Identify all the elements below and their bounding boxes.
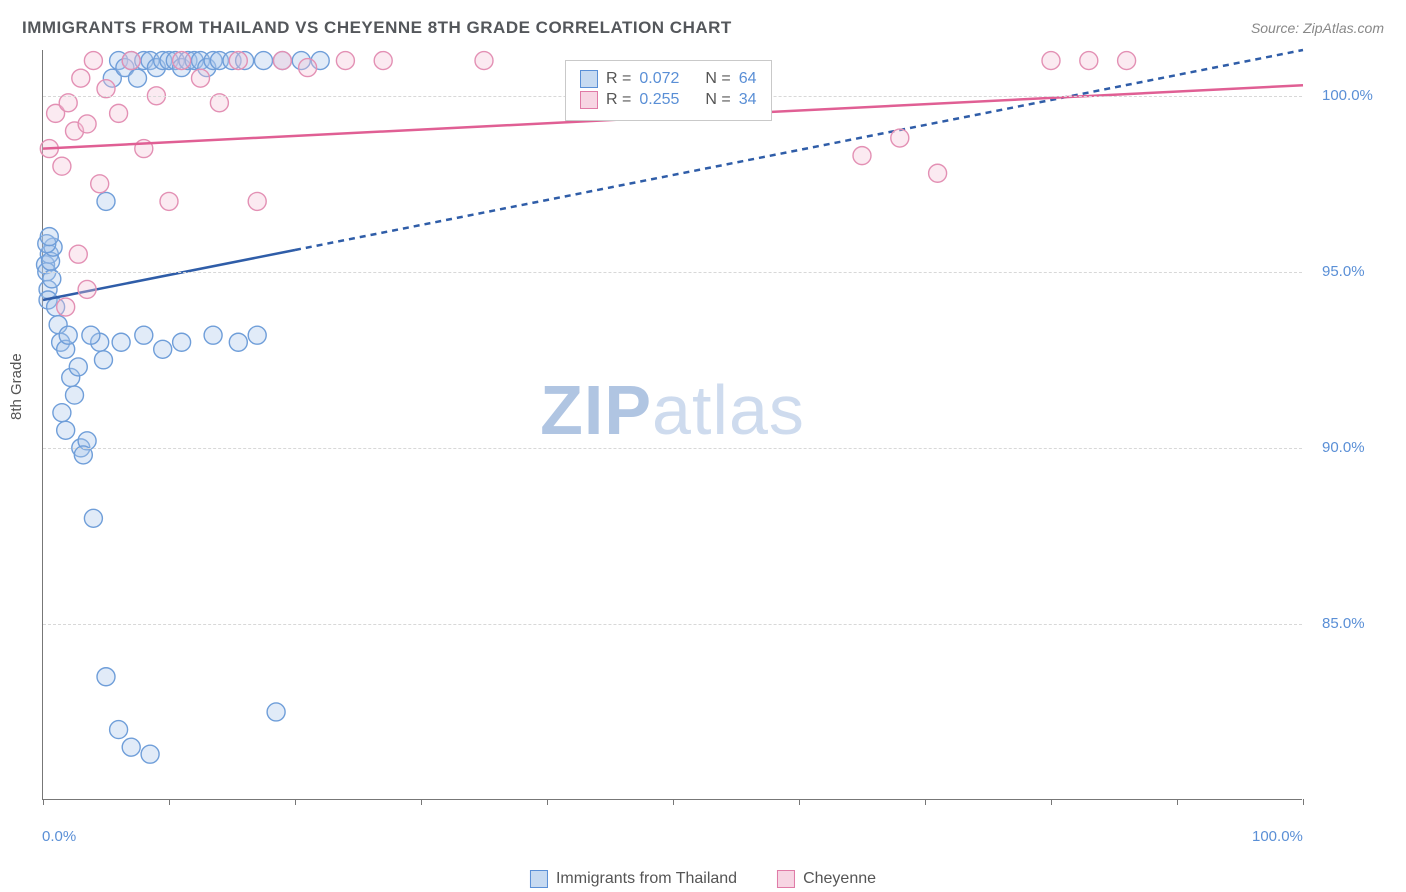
stats-legend-box: R = 0.072 N = 64 R = 0.255 N = 34 (565, 60, 772, 121)
data-point-cheyenne (853, 147, 871, 165)
data-point-thailand (122, 738, 140, 756)
data-point-cheyenne (53, 157, 71, 175)
data-point-cheyenne (84, 52, 102, 70)
data-point-thailand (204, 326, 222, 344)
data-point-cheyenne (122, 52, 140, 70)
data-point-thailand (59, 326, 77, 344)
stats-r-thailand: 0.072 (639, 70, 679, 88)
x-tick-mark (799, 799, 800, 805)
gridline-h (43, 448, 1302, 449)
data-point-cheyenne (1080, 52, 1098, 70)
data-point-cheyenne (336, 52, 354, 70)
data-point-thailand (97, 668, 115, 686)
legend-label-thailand: Immigrants from Thailand (556, 870, 737, 888)
data-point-cheyenne (273, 52, 291, 70)
data-point-thailand (69, 358, 87, 376)
stats-r-label: R = (606, 70, 631, 88)
x-tick-mark (547, 799, 548, 805)
data-point-thailand (129, 69, 147, 87)
swatch-thailand (580, 70, 598, 88)
data-point-thailand (84, 509, 102, 527)
data-point-thailand (112, 333, 130, 351)
y-tick-label: 90.0% (1322, 439, 1365, 456)
data-point-thailand (66, 386, 84, 404)
y-tick-label: 95.0% (1322, 263, 1365, 280)
data-point-thailand (255, 52, 273, 70)
x-tick-mark (1177, 799, 1178, 805)
x-tick-mark (673, 799, 674, 805)
data-point-cheyenne (374, 52, 392, 70)
data-point-thailand (53, 404, 71, 422)
data-point-thailand (267, 703, 285, 721)
legend-swatch-cheyenne (777, 870, 795, 888)
chart-title: IMMIGRANTS FROM THAILAND VS CHEYENNE 8TH… (22, 18, 732, 38)
data-point-cheyenne (248, 192, 266, 210)
data-point-cheyenne (57, 298, 75, 316)
y-tick-label: 100.0% (1322, 87, 1373, 104)
gridline-h (43, 624, 1302, 625)
x-tick-mark (1303, 799, 1304, 805)
stats-r-cheyenne: 0.255 (639, 91, 679, 109)
x-tick-mark (1051, 799, 1052, 805)
data-point-thailand (57, 421, 75, 439)
data-point-thailand (110, 721, 128, 739)
y-tick-label: 85.0% (1322, 615, 1365, 632)
data-point-cheyenne (69, 245, 87, 263)
data-point-cheyenne (1118, 52, 1136, 70)
x-tick-label: 0.0% (42, 828, 76, 845)
gridline-h (43, 272, 1302, 273)
x-tick-mark (43, 799, 44, 805)
data-point-thailand (173, 333, 191, 351)
legend-item-cheyenne: Cheyenne (777, 870, 876, 888)
x-tick-mark (295, 799, 296, 805)
data-point-cheyenne (173, 52, 191, 70)
data-point-thailand (97, 192, 115, 210)
data-point-cheyenne (110, 104, 128, 122)
trend-line-dash-thailand (295, 50, 1303, 250)
x-tick-mark (421, 799, 422, 805)
plot-area: ZIPatlas (42, 50, 1302, 800)
data-point-thailand (248, 326, 266, 344)
chart-svg (43, 50, 1302, 799)
y-axis-title: 8th Grade (8, 353, 25, 420)
legend-item-thailand: Immigrants from Thailand (530, 870, 737, 888)
data-point-cheyenne (78, 280, 96, 298)
data-point-cheyenne (891, 129, 909, 147)
legend-bottom: Immigrants from Thailand Cheyenne (530, 870, 876, 888)
data-point-thailand (135, 326, 153, 344)
stats-row-cheyenne: R = 0.255 N = 34 (580, 91, 757, 109)
data-point-cheyenne (929, 164, 947, 182)
data-point-thailand (154, 340, 172, 358)
data-point-thailand (94, 351, 112, 369)
data-point-thailand (40, 228, 58, 246)
x-tick-mark (925, 799, 926, 805)
stats-n-cheyenne: 34 (739, 91, 757, 109)
stats-row-thailand: R = 0.072 N = 64 (580, 70, 757, 88)
data-point-cheyenne (229, 52, 247, 70)
x-tick-mark (169, 799, 170, 805)
data-point-cheyenne (192, 69, 210, 87)
data-point-thailand (141, 745, 159, 763)
data-point-cheyenne (72, 69, 90, 87)
data-point-cheyenne (1042, 52, 1060, 70)
x-tick-label: 100.0% (1252, 828, 1303, 845)
stats-n-label-2: N = (705, 91, 730, 109)
data-point-cheyenne (160, 192, 178, 210)
data-point-cheyenne (91, 175, 109, 193)
data-point-thailand (229, 333, 247, 351)
source-attribution: Source: ZipAtlas.com (1251, 20, 1384, 36)
data-point-cheyenne (475, 52, 493, 70)
legend-label-cheyenne: Cheyenne (803, 870, 876, 888)
swatch-cheyenne (580, 91, 598, 109)
legend-swatch-thailand (530, 870, 548, 888)
data-point-cheyenne (299, 59, 317, 77)
stats-n-label: N = (705, 70, 730, 88)
stats-r-label-2: R = (606, 91, 631, 109)
data-point-thailand (82, 326, 100, 344)
stats-n-thailand: 64 (739, 70, 757, 88)
data-point-cheyenne (78, 115, 96, 133)
